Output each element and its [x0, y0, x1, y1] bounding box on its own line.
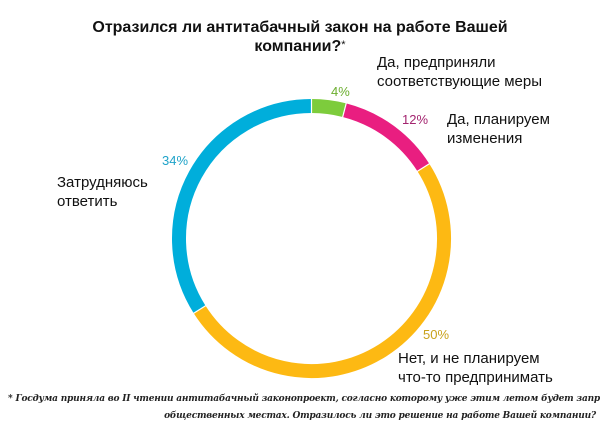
donut-segment-not-planning: [193, 163, 452, 379]
percent-label-planning-changes: 12%: [402, 112, 429, 127]
segment-divider: [341, 102, 348, 119]
label-line: Да, предприняли: [377, 54, 496, 71]
category-label-not-planning: Нет, и не планируем что-то предпринимать: [398, 349, 553, 387]
chart-title: Отразился ли антитабачный закон на работ…: [0, 18, 600, 56]
label-line: Нет, и не планируем: [398, 350, 540, 367]
donut-segment-took-measures: [311, 99, 347, 117]
donut-ring: [172, 98, 452, 379]
percent-label-took-measures: 4%: [331, 84, 350, 99]
category-label-took-measures: Да, предприняли соответствующие меры: [377, 53, 542, 91]
label-line: Да, планируем: [447, 111, 550, 128]
label-line: изменения: [447, 130, 523, 147]
footnote: * Госдума приняла во II чтении антитабач…: [0, 391, 600, 425]
segment-divider: [192, 304, 207, 315]
category-label-hard-to-say: Затрудняюсь ответить: [57, 173, 148, 211]
label-line: соответствующие меры: [377, 73, 543, 90]
category-label-planning-changes: Да, планируем изменения: [447, 110, 550, 148]
donut-segment-planning-changes: [342, 103, 430, 172]
label-line: что-то предпринимать: [398, 369, 553, 386]
footnote-line2: общественных местах. Отразилось ли это р…: [164, 411, 596, 421]
segment-divider: [416, 162, 431, 173]
chart-title-line2: компании?: [254, 38, 342, 55]
percent-label-hard-to-say: 34%: [162, 153, 189, 168]
percent-label-not-planning: 50%: [423, 327, 450, 342]
label-line: Затрудняюсь: [57, 174, 148, 191]
title-asterisk: *: [341, 39, 346, 51]
chart-title-line1: Отразился ли антитабачный закон на работ…: [92, 19, 508, 36]
label-line: ответить: [57, 193, 118, 210]
footnote-line1: * Госдума приняла во II чтении антитабач…: [8, 394, 600, 404]
donut-segment-hard-to-say: [172, 99, 312, 314]
